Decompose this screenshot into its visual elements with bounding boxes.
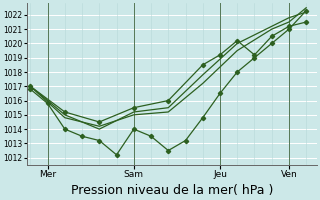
X-axis label: Pression niveau de la mer( hPa ): Pression niveau de la mer( hPa ) — [70, 184, 273, 197]
